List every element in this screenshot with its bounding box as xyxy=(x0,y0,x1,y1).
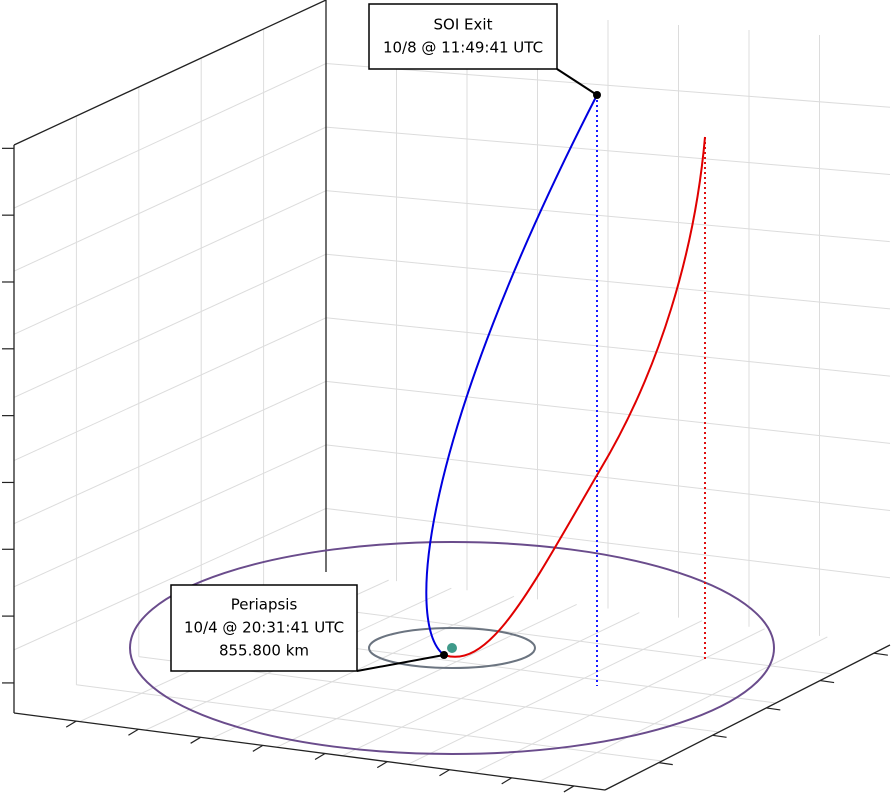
grid-line xyxy=(407,620,703,765)
grid-line xyxy=(13,317,327,462)
annotation-text: 855.800 km xyxy=(219,642,309,660)
grid-line xyxy=(13,126,327,272)
tick-mark xyxy=(252,744,264,752)
tick-mark xyxy=(376,761,388,769)
grid-line xyxy=(325,380,891,444)
grid-line xyxy=(539,636,828,782)
tick-mark xyxy=(563,785,575,793)
axes-box xyxy=(13,0,891,791)
grid-line xyxy=(210,595,515,740)
periapsis-point xyxy=(440,651,448,659)
grid-line xyxy=(13,190,327,335)
grid xyxy=(13,5,891,782)
tick-mark xyxy=(766,707,781,711)
annotation-box xyxy=(170,584,358,672)
tick-mark xyxy=(439,769,450,777)
axis-edge xyxy=(13,0,327,572)
tick-mark xyxy=(658,762,673,766)
planet xyxy=(447,643,457,653)
tick-mark xyxy=(712,734,727,738)
tick-mark xyxy=(501,777,512,785)
grid-line xyxy=(13,507,327,651)
annotation-text: Periapsis xyxy=(231,596,298,614)
tick-mark xyxy=(314,753,326,761)
grid-line xyxy=(13,444,327,588)
planet-orbit xyxy=(368,627,536,669)
soi-exit-point xyxy=(593,91,601,99)
grid-line xyxy=(276,603,577,748)
red-trajectory xyxy=(443,136,706,658)
ticks xyxy=(2,147,888,793)
grid-line xyxy=(325,126,891,175)
grid-line xyxy=(325,444,891,512)
tick-mark xyxy=(190,736,201,744)
grid-line xyxy=(325,63,891,108)
tick-mark xyxy=(128,728,139,736)
annotation-text: 10/4 @ 20:31:41 UTC xyxy=(184,619,344,637)
grid-line xyxy=(263,599,834,675)
grid-line xyxy=(473,628,765,774)
axis-edge xyxy=(604,644,891,791)
blue-trajectory xyxy=(425,94,598,656)
grid-line xyxy=(325,507,891,579)
grid-line xyxy=(342,612,640,757)
tick-mark xyxy=(820,679,835,684)
grid-line xyxy=(13,253,327,398)
outer-orbit xyxy=(129,541,775,755)
leader-line xyxy=(356,654,445,672)
annotation-text: SOI Exit xyxy=(434,16,493,34)
tick-mark xyxy=(65,720,77,728)
annotation-box xyxy=(368,3,558,70)
grid-line xyxy=(325,317,891,377)
tick-mark xyxy=(873,652,888,656)
leader-line xyxy=(556,68,598,96)
grid-line xyxy=(325,253,891,310)
grid-line xyxy=(13,380,327,525)
annotation-text: 10/8 @ 11:49:41 UTC xyxy=(383,39,543,57)
axis-edge xyxy=(13,712,606,791)
grid-line xyxy=(325,190,891,243)
grid-line xyxy=(13,63,327,209)
